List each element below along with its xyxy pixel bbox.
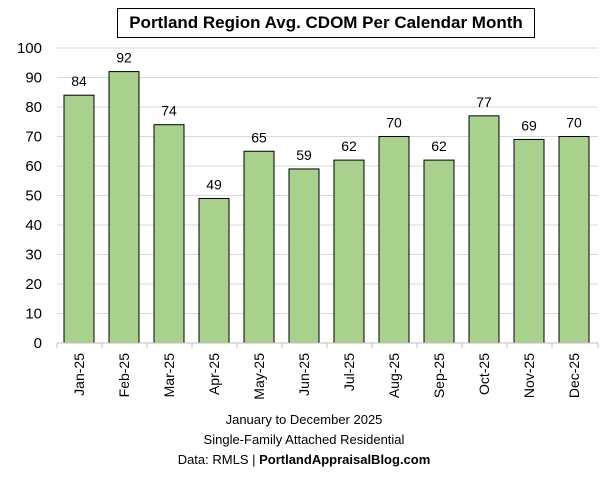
data-label: 84	[71, 73, 87, 89]
y-tick-label: 90	[25, 70, 42, 87]
data-label: 92	[116, 50, 132, 66]
footer-source-prefix: Data: RMLS |	[177, 452, 260, 467]
x-tick-label: Oct-25	[476, 353, 492, 395]
footer-property-type: Single-Family Attached Residential	[203, 432, 405, 447]
data-label: 62	[341, 138, 357, 154]
bar-may-25	[243, 150, 275, 344]
x-tick-label: May-25	[251, 353, 267, 400]
y-tick-label: 0	[34, 335, 42, 352]
bar-jun-25	[288, 168, 320, 344]
x-tick-label: Feb-25	[116, 353, 132, 398]
data-label: 62	[431, 138, 447, 154]
bar-mar-25	[153, 124, 185, 344]
x-tick-label: Sep-25	[431, 353, 447, 398]
bar-feb-25	[108, 71, 140, 344]
bar-jan-25	[63, 94, 95, 344]
data-label: 49	[206, 176, 222, 192]
x-tick-label: Aug-25	[386, 353, 402, 398]
y-tick-label: 60	[25, 158, 42, 175]
y-tick-label: 40	[25, 217, 42, 234]
y-tick-label: 80	[25, 99, 42, 116]
y-tick-label: 100	[17, 40, 42, 57]
bar-jul-25	[333, 159, 365, 344]
y-tick-label: 70	[25, 129, 42, 146]
bar-sep-25	[423, 159, 455, 344]
footer-source-site: PortlandAppraisalBlog.com	[259, 452, 431, 467]
footer-source: Data: RMLS | PortlandAppraisalBlog.com	[0, 452, 608, 467]
data-label: 70	[386, 115, 402, 131]
y-tick-label: 50	[25, 188, 42, 205]
footer-date-range: January to December 2025	[225, 412, 383, 427]
y-tick-label: 30	[25, 247, 42, 264]
y-tick-label: 10	[25, 306, 42, 323]
x-tick-label: Jul-25	[341, 353, 357, 391]
x-tick-label: Jan-25	[71, 353, 87, 396]
data-label: 74	[161, 103, 177, 119]
data-label: 65	[251, 129, 267, 145]
chart-title: Portland Region Avg. CDOM Per Calendar M…	[117, 8, 535, 38]
data-label: 77	[476, 94, 492, 110]
data-label: 70	[566, 115, 582, 131]
x-tick-label: Mar-25	[161, 353, 177, 398]
bar-dec-25	[558, 136, 590, 344]
bar-oct-25	[468, 115, 500, 344]
data-label: 59	[296, 147, 312, 163]
x-tick-label: Apr-25	[206, 353, 222, 395]
x-tick-label: Dec-25	[566, 353, 582, 398]
bar-nov-25	[513, 138, 545, 344]
x-tick-label: Jun-25	[296, 353, 312, 396]
bar-aug-25	[378, 136, 410, 344]
x-tick-label: Nov-25	[521, 353, 537, 398]
bar-apr-25	[198, 197, 230, 344]
y-tick-label: 20	[25, 276, 42, 293]
data-label: 69	[521, 117, 537, 133]
